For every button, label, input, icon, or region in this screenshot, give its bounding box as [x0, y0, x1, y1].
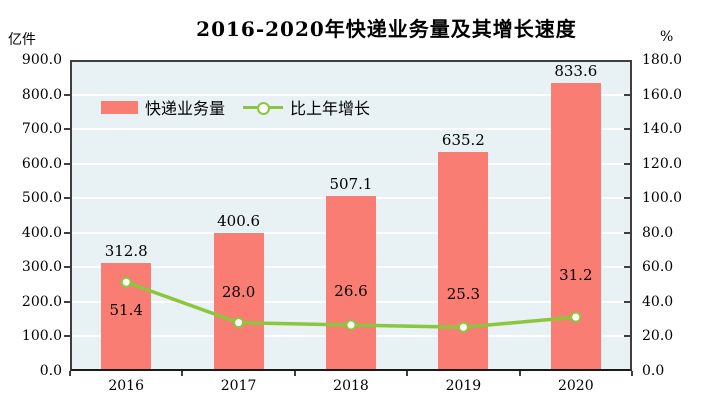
chart-legend: 快递业务量 比上年增长 [101, 95, 370, 119]
y-axis-label-right: 80.0 [642, 224, 674, 241]
right-axis-tick [624, 266, 630, 269]
y-axis-label-right: 40.0 [642, 293, 674, 310]
y-axis-label-left: 0.0 [39, 363, 62, 379]
right-axis-unit: % [660, 29, 674, 45]
y-axis-label-right: 180.0 [642, 52, 683, 68]
left-axis-tick [64, 335, 70, 338]
y-axis-label-right: 140.0 [642, 121, 683, 138]
legend-item-bar: 快递业务量 [101, 95, 225, 119]
y-axis-label-left: 700.0 [21, 121, 62, 138]
left-axis-unit: 亿件 [8, 32, 36, 48]
left-axis-tick [64, 197, 70, 200]
x-axis-tick [293, 371, 296, 376]
x-axis-label: 2019 [445, 378, 482, 394]
y-axis-label-left: 400.0 [21, 224, 62, 241]
x-axis-label: 2020 [557, 378, 594, 394]
chart-title: 2016-2020年快递业务量及其增长速度 [196, 17, 577, 41]
right-axis-tick [624, 162, 630, 165]
bar-value-label: 507.1 [329, 174, 373, 193]
growth-value-label: 31.2 [559, 266, 593, 285]
bar-2017 [213, 232, 264, 369]
line-series-swatch-icon [243, 101, 284, 115]
y-axis-label-left: 800.0 [21, 86, 62, 103]
x-axis-label: 2016 [108, 378, 144, 394]
growth-value-label: 26.6 [334, 282, 368, 301]
x-axis-label: 2018 [333, 378, 369, 394]
growth-value-label: 51.4 [109, 301, 143, 320]
right-axis-tick [624, 231, 630, 234]
bar-2020 [550, 82, 601, 369]
left-axis-tick [64, 93, 70, 96]
left-axis-tick [64, 266, 70, 269]
right-axis-tick [624, 128, 630, 131]
growth-value-label: 25.3 [446, 285, 481, 304]
y-axis-label-right: 160.0 [642, 86, 683, 103]
y-axis-label-left: 200.0 [21, 293, 62, 310]
x-axis-tick [406, 371, 409, 376]
right-axis-tick [624, 93, 630, 96]
bar-value-label: 833.6 [554, 61, 598, 80]
left-axis-tick [64, 162, 70, 165]
y-axis-label-right: 60.0 [642, 259, 674, 276]
y-axis-label-left: 100.0 [21, 328, 62, 345]
gridline [72, 93, 630, 96]
legend-item-line: 比上年增长 [243, 95, 370, 119]
gridline [72, 128, 630, 131]
left-axis-tick [64, 128, 70, 131]
legend-bar-label: 快递业务量 [145, 99, 226, 118]
growth-value-label: 28.0 [221, 282, 256, 301]
legend-line-label: 比上年增长 [290, 99, 371, 118]
right-axis-tick [624, 300, 630, 303]
y-axis-label-right: 0.0 [642, 363, 665, 379]
left-axis-tick [64, 231, 70, 234]
right-axis-tick [624, 197, 630, 200]
bar-value-label: 312.8 [104, 241, 148, 260]
y-axis-label-right: 20.0 [642, 328, 674, 345]
y-axis-label-left: 300.0 [21, 259, 62, 276]
x-axis-tick [631, 371, 633, 376]
x-axis-tick [181, 371, 184, 376]
y-axis-label-right: 120.0 [642, 155, 683, 172]
x-axis-label: 2017 [220, 378, 257, 394]
x-axis-tick [518, 371, 521, 376]
y-axis-label-left: 600.0 [21, 155, 62, 172]
left-axis-tick [64, 300, 70, 303]
y-axis-label-right: 100.0 [642, 190, 683, 207]
gridline [72, 162, 630, 165]
y-axis-label-left: 900.0 [21, 52, 62, 68]
y-axis-label-left: 500.0 [21, 190, 62, 207]
bar-value-label: 400.6 [217, 211, 261, 230]
bar-value-label: 635.2 [441, 130, 485, 149]
bar-series-swatch-icon [101, 100, 138, 114]
right-axis-tick [624, 335, 630, 338]
x-axis-tick [69, 371, 71, 376]
bar-2019 [438, 151, 489, 369]
